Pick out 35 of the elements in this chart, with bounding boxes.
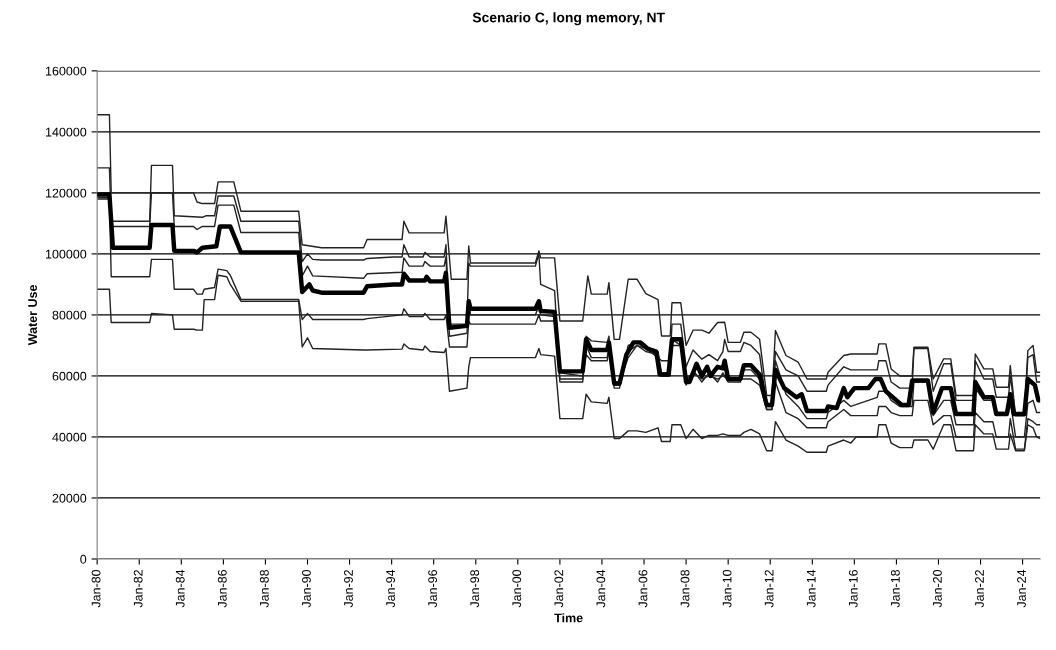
x-tick-label: Jan-94 — [386, 569, 395, 608]
y-tick-label: 140000 — [45, 127, 87, 137]
x-tick-label: Jan-10 — [722, 569, 732, 608]
x-tick-label: Jan-04 — [596, 569, 606, 608]
x-tick-label: Jan-02 — [554, 570, 564, 608]
x-tick-label: Jan-88 — [259, 569, 269, 608]
x-tick-label: Jan-16 — [848, 569, 858, 608]
x-tick-label: Jan-84 — [175, 569, 185, 608]
x-tick-label: Jan-08 — [680, 569, 690, 608]
x-tick-label: Jan-06 — [638, 569, 648, 608]
x-tick-label: Jan-24 — [1017, 569, 1026, 608]
x-tick-label: Jan-86 — [217, 569, 227, 608]
x-axis-title: Time — [554, 613, 583, 623]
x-tick-label: Jan-12 — [764, 570, 774, 608]
y-tick-label: 0 — [80, 554, 87, 564]
x-tick-label: Jan-14 — [806, 569, 816, 608]
x-tick-label: Jan-00 — [512, 569, 522, 608]
x-tick-label: Jan-20 — [932, 569, 942, 608]
chart-title: Scenario C, long memory, NT — [472, 12, 665, 26]
y-tick-label: 80000 — [52, 310, 87, 320]
y-axis-title: Water Use — [28, 285, 37, 346]
y-tick-label: 120000 — [45, 188, 87, 198]
y-tick-label: 100000 — [45, 249, 87, 259]
x-tick-label: Jan-80 — [91, 569, 101, 608]
x-tick-label: Jan-90 — [302, 569, 311, 608]
y-tick-label: 20000 — [52, 493, 87, 503]
x-tick-label: Jan-98 — [470, 569, 480, 608]
y-tick-label: 40000 — [52, 432, 87, 442]
x-tick-label: Jan-82 — [133, 570, 143, 608]
x-tick-label: Jan-22 — [975, 570, 984, 608]
y-tick-label: 60000 — [52, 371, 87, 381]
x-tick-label: Jan-96 — [428, 569, 438, 608]
x-tick-label: Jan-18 — [890, 569, 900, 608]
x-tick-label: Jan-92 — [344, 570, 353, 608]
y-tick-label: 160000 — [45, 66, 87, 76]
